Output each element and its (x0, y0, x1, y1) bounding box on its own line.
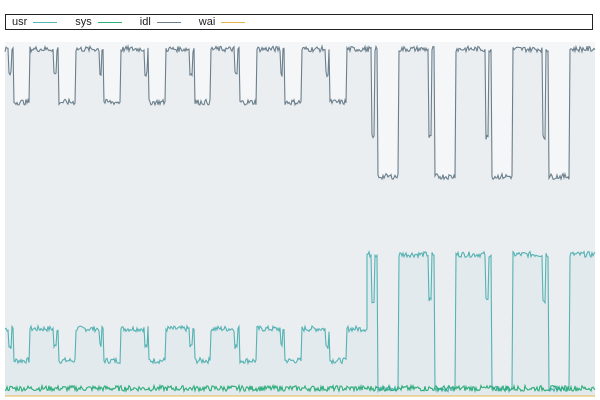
series-layer (4, 44, 596, 397)
series-line-sys (4, 383, 596, 394)
series-area-usr (5, 251, 595, 396)
series-line-idl (4, 44, 596, 182)
legend-label-usr: usr (12, 16, 28, 28)
legend-item-idl: idl (140, 16, 181, 28)
legend-swatch-sys (97, 21, 122, 23)
series-line-usr (4, 250, 596, 394)
legend-swatch-idl (156, 21, 181, 23)
legend-item-wai: wai (199, 16, 246, 28)
legend-swatch-wai (221, 21, 246, 23)
legend: usr sys idl wai (5, 14, 593, 30)
legend-item-usr: usr (12, 16, 58, 28)
legend-label-idl: idl (139, 16, 151, 28)
legend-label-sys: sys (75, 16, 92, 28)
legend-item-sys: sys (75, 16, 122, 28)
legend-swatch-usr (33, 21, 58, 23)
legend-label-wai: wai (198, 16, 216, 28)
series-area-idl (5, 46, 595, 397)
